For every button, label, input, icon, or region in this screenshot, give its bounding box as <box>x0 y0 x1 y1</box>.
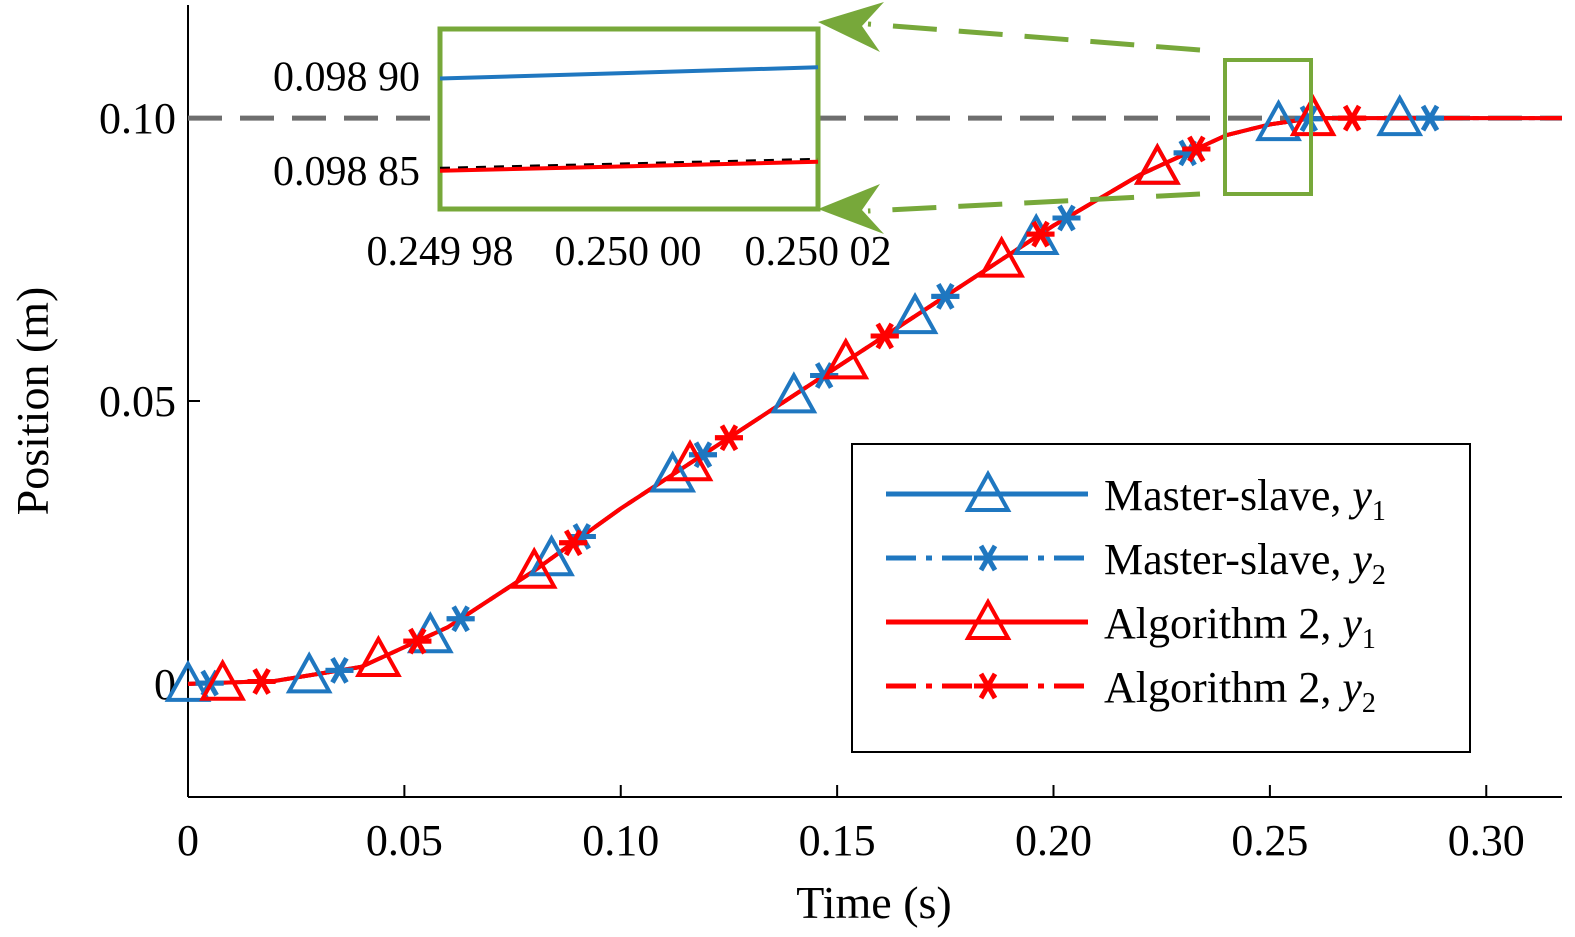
x-tick-label: 0.30 <box>1448 816 1525 865</box>
legend-name: Algorithm 2, <box>1104 599 1342 648</box>
series-4-marker <box>403 627 432 655</box>
inset-x-tick-label: 0.249 98 <box>367 229 514 275</box>
series-4-marker <box>1182 135 1211 163</box>
legend-variable: y <box>1338 599 1362 648</box>
legend-name: Master-slave, <box>1104 535 1352 584</box>
series-3-marker <box>978 235 1025 278</box>
series-1-marker <box>649 450 697 493</box>
legend-marker-1 <box>964 469 1012 512</box>
series-2-marker <box>688 441 717 469</box>
series-1-marker <box>528 534 575 577</box>
zoom-pointer-bottom <box>867 191 1201 214</box>
x-axis-label: Time (s) <box>796 877 952 928</box>
zoom-source-box <box>1223 58 1313 196</box>
zoom-inset: 0.098 90 0.098 85 0.249 98 0.250 00 0.250 02 <box>273 2 1313 275</box>
series-1-marker <box>1255 99 1302 142</box>
series-1-marker <box>770 371 818 414</box>
legend-variable: y <box>1348 471 1372 520</box>
inset-series-line-1 <box>439 65 819 81</box>
x-tick-label: 0 <box>177 816 199 865</box>
x-tick-label: 0.05 <box>366 816 443 865</box>
inset-y-tick-label: 0.098 85 <box>273 149 420 195</box>
series-1-marker <box>285 651 333 694</box>
legend-label-4: Algorithm 2, y2 <box>1104 663 1376 719</box>
x-tick-label: 0.15 <box>799 816 876 865</box>
inset-frame <box>437 26 821 212</box>
series-3-marker <box>666 439 714 482</box>
legend-variable: y <box>1348 535 1372 584</box>
zoom-pointer-top <box>867 21 1201 53</box>
series-4-marker <box>714 424 743 452</box>
series-3-marker <box>510 546 558 589</box>
legend-label-2: Master-slave, y2 <box>1104 535 1386 591</box>
zoom-arrowhead-top <box>818 2 884 52</box>
legend-subscript: 2 <box>1362 688 1376 719</box>
series-1-marker <box>891 292 939 335</box>
legend-label-3: Algorithm 2, y1 <box>1104 599 1376 655</box>
series-4-marker <box>247 668 276 695</box>
series-1-marker <box>1376 94 1424 137</box>
series-2-marker <box>931 282 960 310</box>
inset-series-line-2 <box>439 159 819 173</box>
series-3-marker <box>1289 94 1337 137</box>
series-3-marker <box>199 658 247 701</box>
series-2-marker <box>325 657 354 684</box>
legend-marker-2 <box>974 544 1002 572</box>
inset-y-tick-label: 0.098 90 <box>273 54 420 100</box>
legend-variable: y <box>1338 663 1362 712</box>
x-tick-label: 0.20 <box>1015 816 1092 865</box>
legend-marker-3 <box>964 597 1012 640</box>
series-3-marker <box>822 337 870 380</box>
series-3-marker <box>355 634 402 677</box>
series-2-marker <box>446 605 475 633</box>
zoom-arrowhead-bottom <box>818 184 884 234</box>
inset-x-tick-label: 0.250 00 <box>555 229 702 275</box>
legend-label-1: Master-slave, y1 <box>1104 471 1386 527</box>
series-2-marker <box>1416 104 1445 132</box>
legend-subscript: 2 <box>1372 560 1386 591</box>
x-tick-label: 0.10 <box>582 816 659 865</box>
inset-x-tick-label: 0.250 02 <box>745 229 892 275</box>
series-4-marker <box>559 529 588 557</box>
series-4-marker <box>1026 220 1055 248</box>
y-axis-label: Position (m) <box>7 287 58 516</box>
legend-subscript: 1 <box>1372 496 1386 527</box>
legend-subscript: 1 <box>1362 624 1376 655</box>
series-4-marker <box>1338 104 1367 132</box>
x-tick-label: 0.25 <box>1231 816 1308 865</box>
y-tick-label: 0.05 <box>99 377 176 426</box>
series-2-marker <box>1052 204 1081 232</box>
y-tick-label: 0.10 <box>99 94 176 143</box>
series-4-marker <box>870 322 899 350</box>
legend-name: Master-slave, <box>1104 471 1352 520</box>
legend-marker-4 <box>974 672 1002 700</box>
series-3-marker <box>1133 142 1181 185</box>
legend-name: Algorithm 2, <box>1104 663 1342 712</box>
